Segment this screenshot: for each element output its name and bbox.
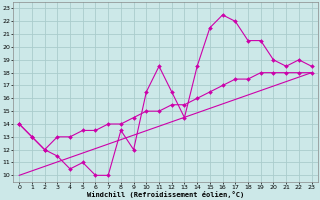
X-axis label: Windchill (Refroidissement éolien,°C): Windchill (Refroidissement éolien,°C) — [87, 191, 244, 198]
